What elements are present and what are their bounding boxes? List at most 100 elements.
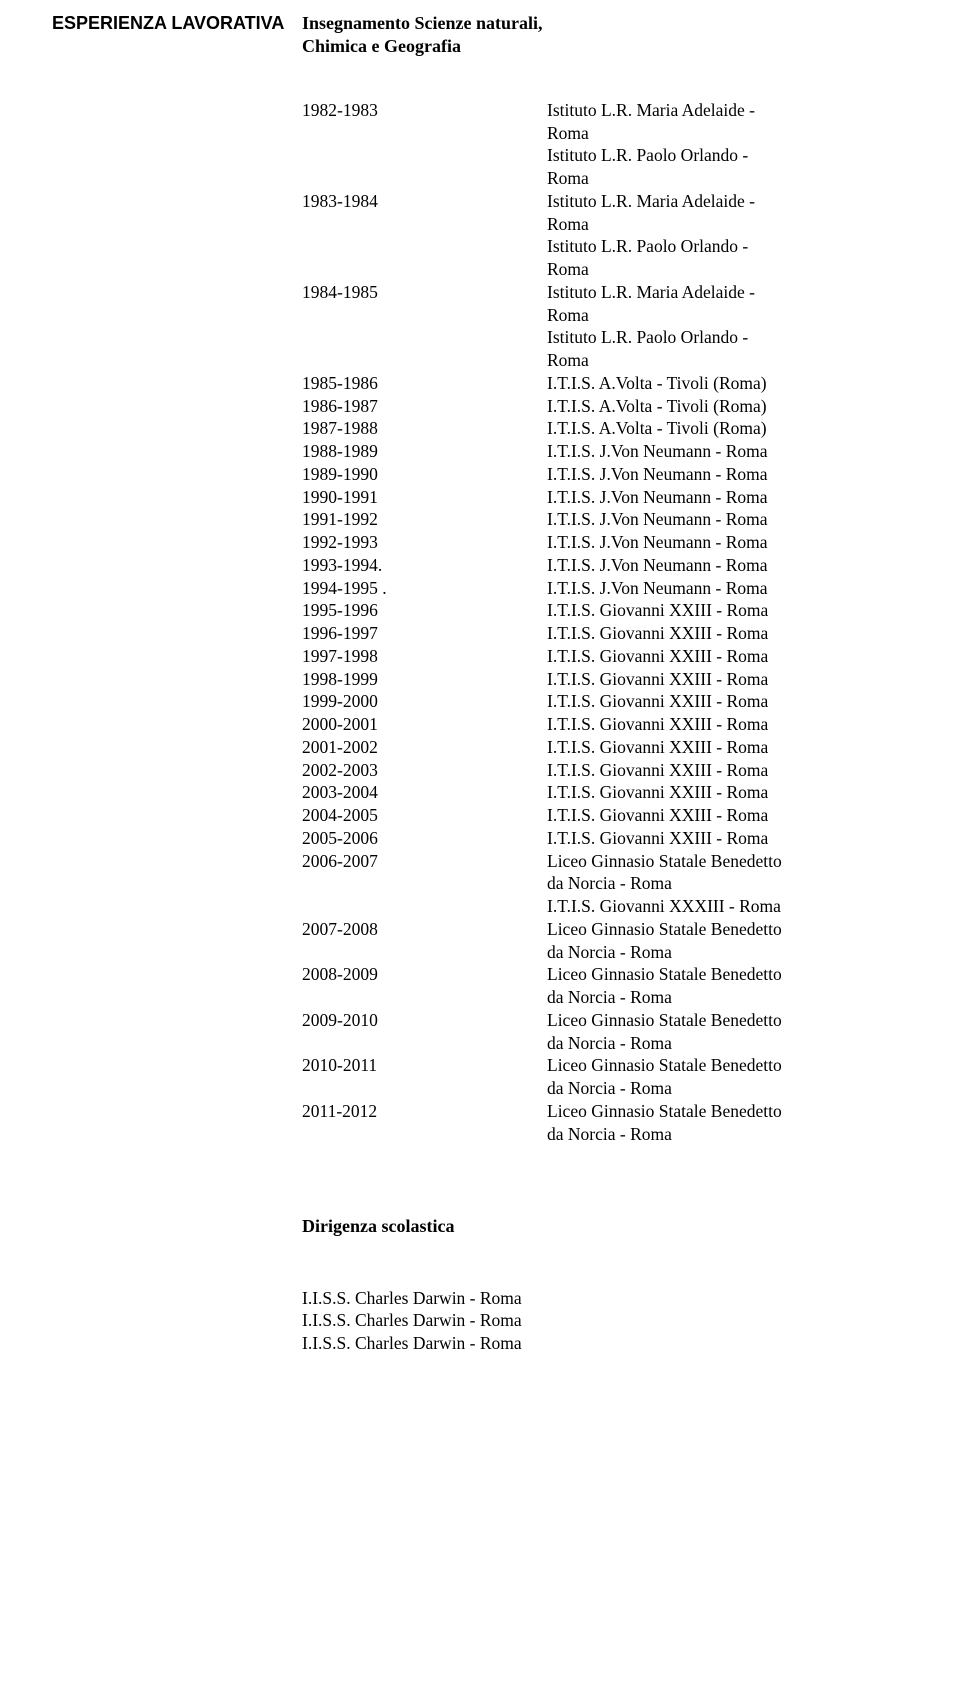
entry-institution-line: da Norcia - Roma bbox=[547, 986, 908, 1009]
entry-year: 1997-1998 bbox=[302, 645, 547, 668]
entry-institution: I.T.I.S. J.Von Neumann - Roma bbox=[547, 463, 908, 486]
work-entry: 2004-2005I.T.I.S. Giovanni XXIII - Roma bbox=[302, 804, 908, 827]
entry-year: 1982-1983 bbox=[302, 99, 547, 122]
work-entry-continuation: Roma bbox=[302, 167, 908, 190]
entry-institution-line: Istituto L.R. Paolo Orlando - bbox=[547, 326, 908, 349]
work-entry: 1991-1992I.T.I.S. J.Von Neumann - Roma bbox=[302, 508, 908, 531]
work-entry: 1992-1993I.T.I.S. J.Von Neumann - Roma bbox=[302, 531, 908, 554]
work-entry: 1989-1990I.T.I.S. J.Von Neumann - Roma bbox=[302, 463, 908, 486]
entry-institution-line: da Norcia - Roma bbox=[547, 941, 908, 964]
work-entry: 1986-1987I.T.I.S. A.Volta - Tivoli (Roma… bbox=[302, 395, 908, 418]
entry-institution: Istituto L.R. Maria Adelaide - bbox=[547, 281, 908, 304]
entry-institution-line: Roma bbox=[547, 304, 908, 327]
entry-year: 2001-2002 bbox=[302, 736, 547, 759]
entry-year: 1993-1994. bbox=[302, 554, 547, 577]
section-label: ESPERIENZA LAVORATIVA bbox=[52, 12, 302, 35]
entry-year: 2010-2011 bbox=[302, 1054, 547, 1077]
work-entry: 2008-2009Liceo Ginnasio Statale Benedett… bbox=[302, 963, 908, 986]
work-entry: 2005-2006I.T.I.S. Giovanni XXIII - Roma bbox=[302, 827, 908, 850]
entry-institution: I.T.I.S. J.Von Neumann - Roma bbox=[547, 554, 908, 577]
entry-institution: I.T.I.S. Giovanni XXIII - Roma bbox=[547, 781, 908, 804]
entry-institution: I.T.I.S. J.Von Neumann - Roma bbox=[547, 440, 908, 463]
entry-institution: Liceo Ginnasio Statale Benedetto bbox=[547, 850, 908, 873]
entry-year: 2004-2005 bbox=[302, 804, 547, 827]
entry-institution: I.T.I.S. A.Volta - Tivoli (Roma) bbox=[547, 395, 908, 418]
teaching-title-line1: Insegnamento Scienze naturali, bbox=[302, 12, 543, 35]
entry-year: 1999-2000 bbox=[302, 690, 547, 713]
work-entry: 1985-1986I.T.I.S. A.Volta - Tivoli (Roma… bbox=[302, 372, 908, 395]
entry-year: 2005-2006 bbox=[302, 827, 547, 850]
entry-institution-line: Roma bbox=[547, 349, 908, 372]
entry-year: 1988-1989 bbox=[302, 440, 547, 463]
work-entry-continuation: da Norcia - Roma bbox=[302, 986, 908, 1009]
entry-year: 1983-1984 bbox=[302, 190, 547, 213]
work-entry: 2009-2010Liceo Ginnasio Statale Benedett… bbox=[302, 1009, 908, 1032]
teaching-title-line2: Chimica e Geografia bbox=[302, 35, 543, 58]
work-entry-continuation: da Norcia - Roma bbox=[302, 1032, 908, 1055]
work-entry: 2007-2008Liceo Ginnasio Statale Benedett… bbox=[302, 918, 908, 941]
entry-institution-line: da Norcia - Roma bbox=[547, 1077, 908, 1100]
entry-year: 1989-1990 bbox=[302, 463, 547, 486]
entry-institution-line: da Norcia - Roma bbox=[547, 1123, 908, 1146]
entry-year: 2009-2010 bbox=[302, 1009, 547, 1032]
work-entry-continuation: da Norcia - Roma bbox=[302, 941, 908, 964]
entry-year: 2008-2009 bbox=[302, 963, 547, 986]
work-entry-continuation: da Norcia - Roma bbox=[302, 872, 908, 895]
cv-page: ESPERIENZA LAVORATIVA Insegnamento Scien… bbox=[0, 0, 960, 1395]
entry-institution: I.T.I.S. Giovanni XXIII - Roma bbox=[547, 645, 908, 668]
work-entry: 1995-1996I.T.I.S. Giovanni XXIII - Roma bbox=[302, 599, 908, 622]
work-entry-continuation: Istituto L.R. Paolo Orlando - bbox=[302, 326, 908, 349]
teaching-title: Insegnamento Scienze naturali, Chimica e… bbox=[302, 12, 543, 59]
entry-institution: I.T.I.S. Giovanni XXIII - Roma bbox=[547, 759, 908, 782]
entry-year: 2003-2004 bbox=[302, 781, 547, 804]
work-entry: 2010-2011Liceo Ginnasio Statale Benedett… bbox=[302, 1054, 908, 1077]
work-entry: 2002-2003I.T.I.S. Giovanni XXIII - Roma bbox=[302, 759, 908, 782]
entry-institution: I.T.I.S. A.Volta - Tivoli (Roma) bbox=[547, 417, 908, 440]
entry-institution: I.T.I.S. J.Von Neumann - Roma bbox=[547, 508, 908, 531]
entry-year: 1990-1991 bbox=[302, 486, 547, 509]
work-entry: 2001-2002I.T.I.S. Giovanni XXIII - Roma bbox=[302, 736, 908, 759]
work-entry-continuation: Roma bbox=[302, 349, 908, 372]
work-entry-continuation: I.T.I.S. Giovanni XXXIII - Roma bbox=[302, 895, 908, 918]
work-entry: 1987-1988I.T.I.S. A.Volta - Tivoli (Roma… bbox=[302, 417, 908, 440]
work-entry: 1988-1989I.T.I.S. J.Von Neumann - Roma bbox=[302, 440, 908, 463]
entry-institution: I.T.I.S. J.Von Neumann - Roma bbox=[547, 531, 908, 554]
footer-line: I.I.S.S. Charles Darwin - Roma bbox=[302, 1332, 908, 1355]
footer-line: I.I.S.S. Charles Darwin - Roma bbox=[302, 1287, 908, 1310]
entry-year: 1998-1999 bbox=[302, 668, 547, 691]
entry-year: 2002-2003 bbox=[302, 759, 547, 782]
entry-institution: I.T.I.S. Giovanni XXIII - Roma bbox=[547, 599, 908, 622]
entry-year: 2007-2008 bbox=[302, 918, 547, 941]
entry-year: 1995-1996 bbox=[302, 599, 547, 622]
work-entry-continuation: da Norcia - Roma bbox=[302, 1123, 908, 1146]
entry-institution: Liceo Ginnasio Statale Benedetto bbox=[547, 963, 908, 986]
entry-institution: I.T.I.S. Giovanni XXIII - Roma bbox=[547, 827, 908, 850]
entry-institution: I.T.I.S. A.Volta - Tivoli (Roma) bbox=[547, 372, 908, 395]
entry-institution-line: Roma bbox=[547, 213, 908, 236]
work-entry-continuation: da Norcia - Roma bbox=[302, 1077, 908, 1100]
work-entry: 1994-1995 .I.T.I.S. J.Von Neumann - Roma bbox=[302, 577, 908, 600]
entry-institution-line: Istituto L.R. Paolo Orlando - bbox=[547, 144, 908, 167]
entry-year: 1985-1986 bbox=[302, 372, 547, 395]
entry-institution: I.T.I.S. Giovanni XXIII - Roma bbox=[547, 736, 908, 759]
entry-institution-line: Roma bbox=[547, 258, 908, 281]
work-entry: 1993-1994.I.T.I.S. J.Von Neumann - Roma bbox=[302, 554, 908, 577]
entry-institution-line: I.T.I.S. Giovanni XXXIII - Roma bbox=[547, 895, 908, 918]
entry-year: 1992-1993 bbox=[302, 531, 547, 554]
header-row: ESPERIENZA LAVORATIVA Insegnamento Scien… bbox=[52, 12, 908, 59]
entry-year: 1996-1997 bbox=[302, 622, 547, 645]
footer-list: I.I.S.S. Charles Darwin - RomaI.I.S.S. C… bbox=[302, 1287, 908, 1355]
footer-line: I.I.S.S. Charles Darwin - Roma bbox=[302, 1309, 908, 1332]
entry-institution-line: da Norcia - Roma bbox=[547, 1032, 908, 1055]
work-entry: 1990-1991I.T.I.S. J.Von Neumann - Roma bbox=[302, 486, 908, 509]
entry-year: 1994-1995 . bbox=[302, 577, 547, 600]
entry-institution: I.T.I.S. Giovanni XXIII - Roma bbox=[547, 713, 908, 736]
work-entry-continuation: Roma bbox=[302, 258, 908, 281]
work-entry: 1998-1999I.T.I.S. Giovanni XXIII - Roma bbox=[302, 668, 908, 691]
entry-institution: I.T.I.S. Giovanni XXIII - Roma bbox=[547, 690, 908, 713]
work-entry-continuation: Roma bbox=[302, 122, 908, 145]
work-entry: 2000-2001I.T.I.S. Giovanni XXIII - Roma bbox=[302, 713, 908, 736]
work-entry: 1999-2000I.T.I.S. Giovanni XXIII - Roma bbox=[302, 690, 908, 713]
entry-institution: I.T.I.S. Giovanni XXIII - Roma bbox=[547, 622, 908, 645]
work-entry: 2011-2012Liceo Ginnasio Statale Benedett… bbox=[302, 1100, 908, 1123]
